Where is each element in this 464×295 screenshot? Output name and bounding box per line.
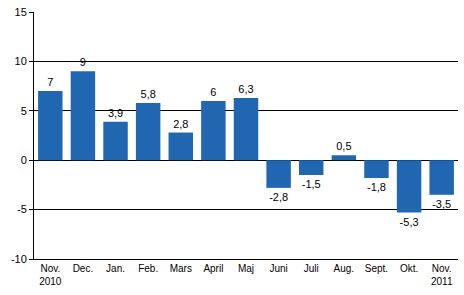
svg-text:-1,5: -1,5	[302, 178, 321, 190]
svg-text:10: 10	[15, 55, 27, 67]
svg-text:Mars: Mars	[170, 263, 192, 274]
svg-text:7: 7	[47, 76, 53, 88]
svg-text:Dec.: Dec.	[73, 263, 94, 274]
svg-text:-5,3: -5,3	[400, 216, 419, 228]
svg-text:15: 15	[15, 6, 27, 18]
svg-text:3,9: 3,9	[108, 107, 123, 119]
svg-text:5: 5	[21, 105, 27, 117]
svg-text:Juli: Juli	[304, 263, 319, 274]
svg-text:Juni: Juni	[269, 263, 287, 274]
svg-text:-3,5: -3,5	[432, 198, 451, 210]
svg-text:9: 9	[80, 56, 86, 68]
svg-text:Jan.: Jan.	[106, 263, 125, 274]
svg-text:Feb.: Feb.	[138, 263, 158, 274]
svg-text:5,8: 5,8	[141, 88, 156, 100]
svg-text:2,8: 2,8	[173, 118, 188, 130]
svg-text:-1,8: -1,8	[367, 181, 386, 193]
svg-text:Nov.2011: Nov.2011	[431, 263, 453, 287]
svg-text:Okt.: Okt.	[400, 263, 418, 274]
svg-text:Maj: Maj	[238, 263, 254, 274]
svg-text:April: April	[203, 263, 223, 274]
svg-text:-5: -5	[17, 203, 27, 215]
svg-text:Aug.: Aug.	[334, 263, 355, 274]
svg-text:6,3: 6,3	[238, 83, 253, 95]
svg-text:-10: -10	[11, 253, 27, 265]
svg-text:Sept.: Sept.	[365, 263, 388, 274]
svg-text:6: 6	[210, 86, 216, 98]
svg-text:0: 0	[21, 154, 27, 166]
svg-text:-2,8: -2,8	[269, 191, 288, 203]
svg-text:Nov.2010: Nov.2010	[39, 263, 62, 287]
svg-text:0,5: 0,5	[336, 140, 351, 152]
